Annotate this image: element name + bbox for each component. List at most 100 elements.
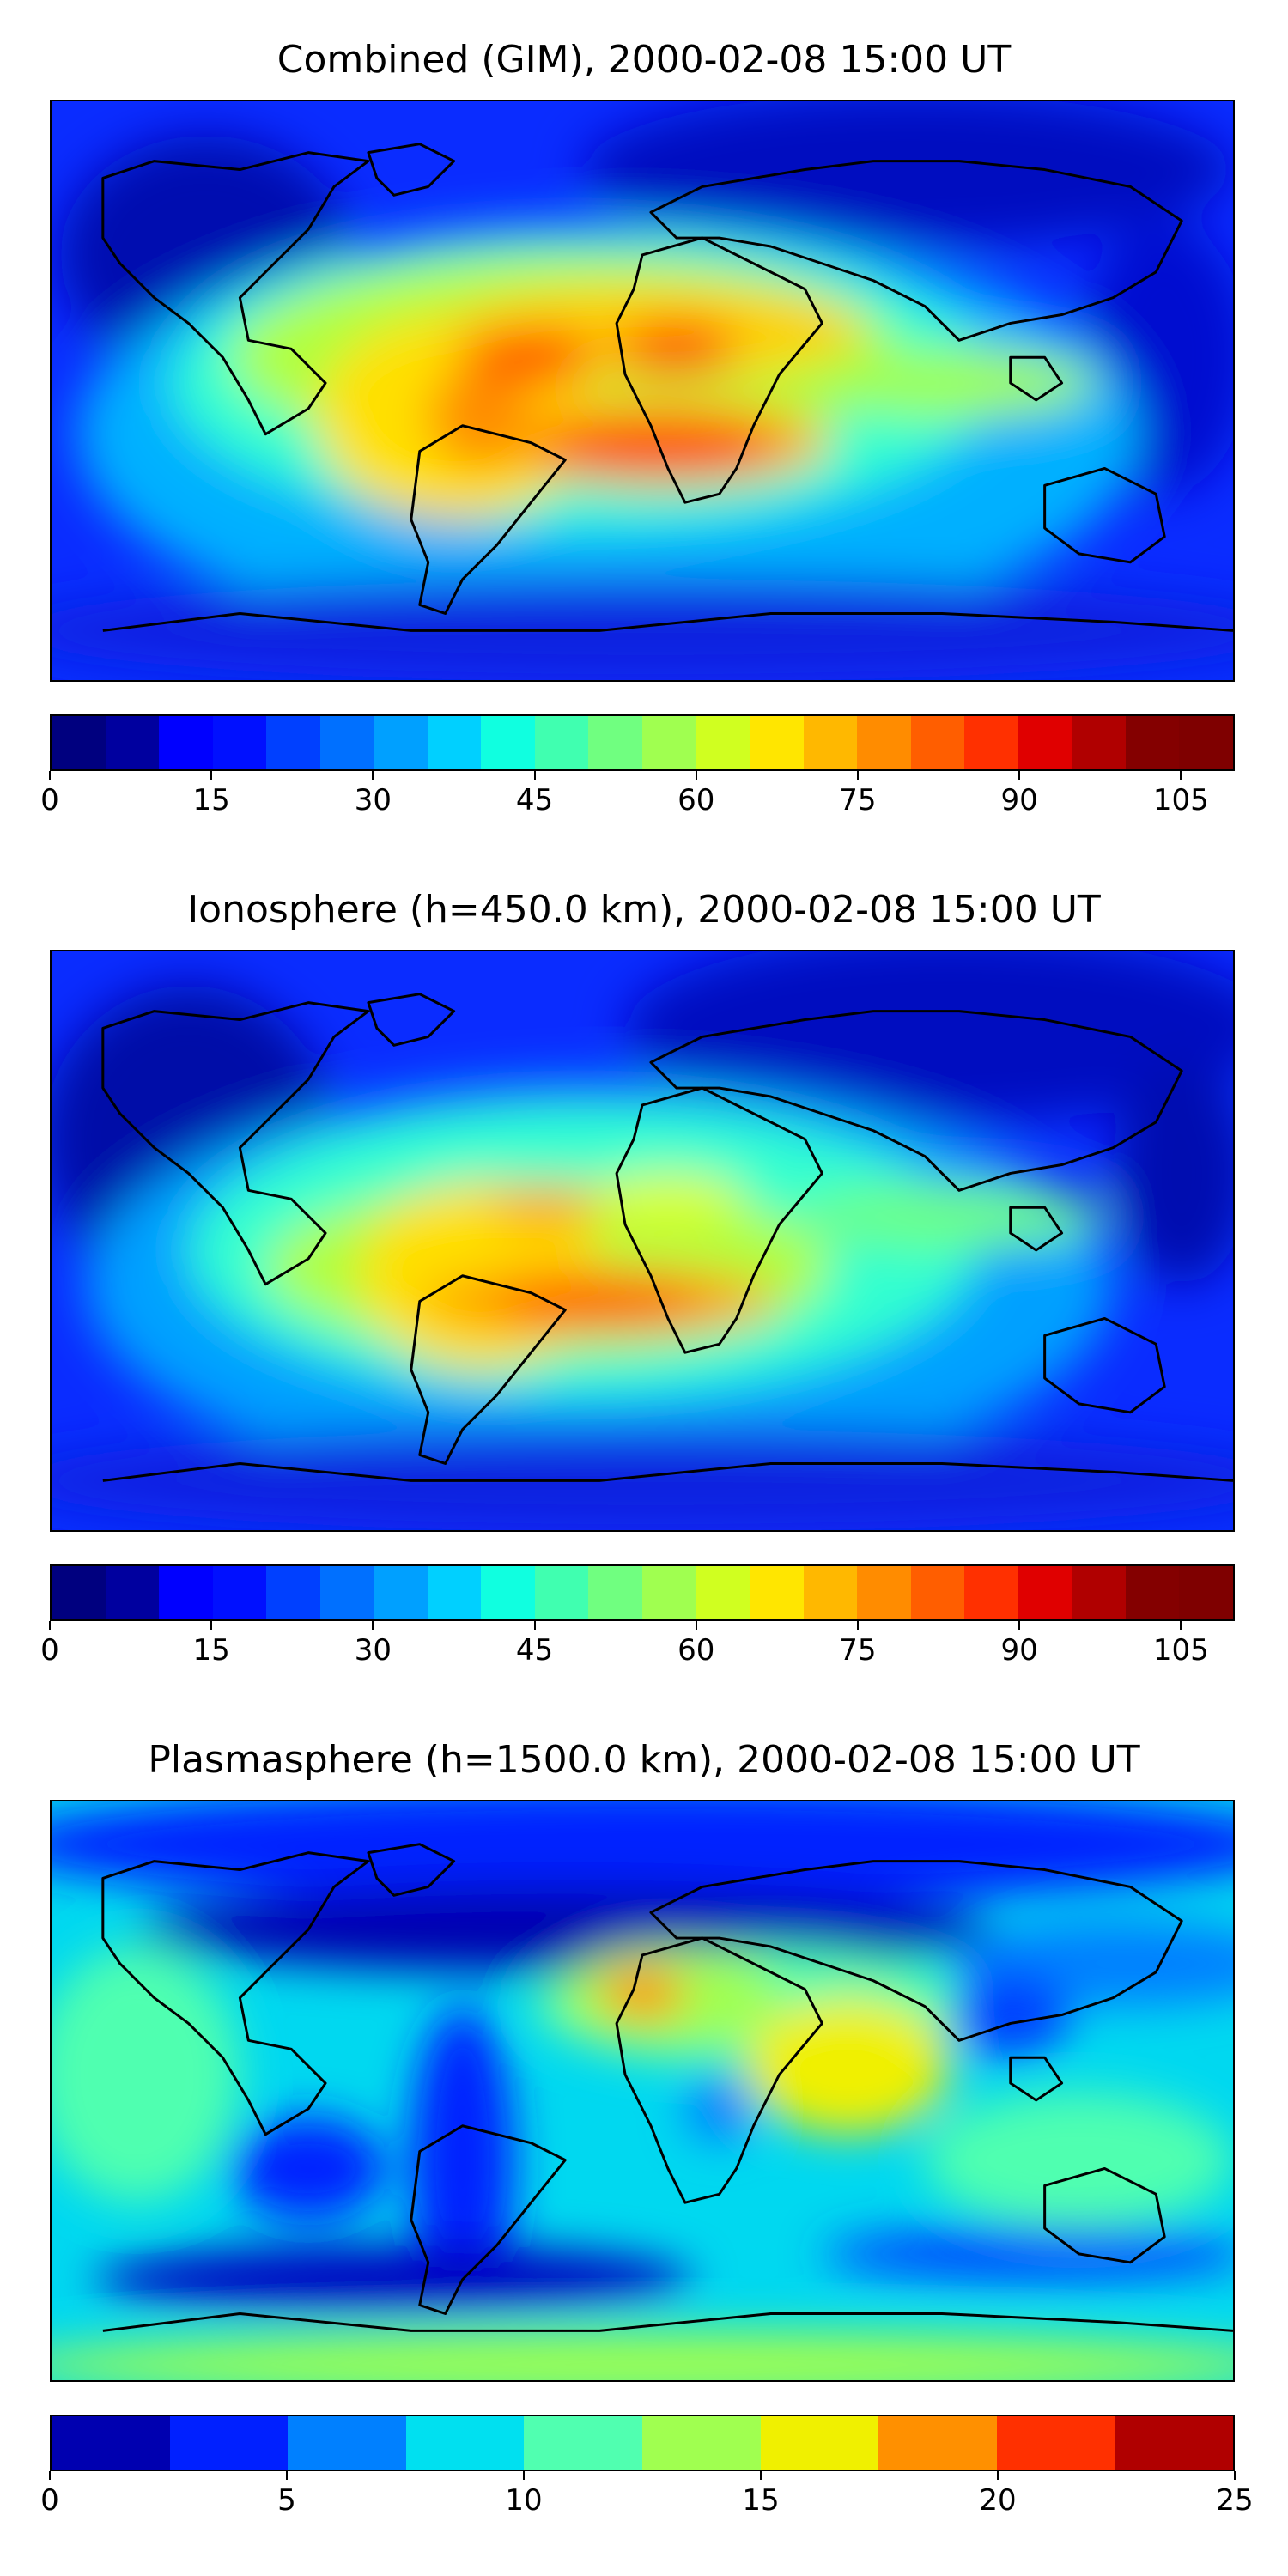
colorbar-segment <box>696 716 750 769</box>
colorbar-segment <box>159 1566 213 1619</box>
colorbar-segment <box>524 2416 642 2470</box>
colorbar-tick-mark <box>372 1621 374 1630</box>
colorbar-segment <box>266 1566 320 1619</box>
coastlines <box>101 143 1233 632</box>
colorbar-segment <box>1179 716 1233 769</box>
map-svg <box>52 101 1233 680</box>
colorbar-ionosphere <box>50 1564 1235 1621</box>
colorbar-tick-mark <box>523 2471 525 2480</box>
colorbar-segment <box>319 1566 374 1619</box>
panel-title: Ionosphere (h=450.0 km), 2000-02-08 15:0… <box>187 888 1101 932</box>
colorbar-segment <box>878 2416 997 2470</box>
colorbar-segment <box>427 716 482 769</box>
colorbar-tick-label: 90 <box>1000 783 1038 817</box>
colorbar-segment <box>964 1566 1018 1619</box>
colorbar-segment <box>374 1566 428 1619</box>
colorbar-segment <box>1018 1566 1072 1619</box>
colorbar-tick-mark <box>49 771 51 780</box>
coastlines <box>101 1843 1233 2332</box>
colorbar-segment <box>642 1566 696 1619</box>
colorbar-tick-label: 15 <box>192 1633 230 1668</box>
colorbar-segment <box>52 1566 106 1619</box>
colorbar-tick-mark <box>1180 1621 1182 1630</box>
colorbar-segment <box>642 716 696 769</box>
colorbar-segment <box>750 716 804 769</box>
colorbar-tick-mark <box>856 1621 859 1630</box>
colorbar-tick-mark <box>533 1621 536 1630</box>
colorbar-segment <box>857 1566 911 1619</box>
colorbar-tick-label: 10 <box>505 2483 543 2518</box>
colorbar-segment <box>1125 716 1180 769</box>
colorbar-tick-mark <box>49 2471 51 2480</box>
coastlines <box>101 993 1233 1482</box>
colorbar-segment <box>750 1566 804 1619</box>
colorbar-tick-mark <box>997 2471 999 2480</box>
colorbar-segment <box>405 2416 525 2470</box>
colorbar-segment <box>534 1566 589 1619</box>
colorbar-segment <box>1125 1566 1180 1619</box>
colorbar-segment <box>212 716 267 769</box>
colorbar-segment <box>910 1566 965 1619</box>
colorbar-segment <box>1018 716 1072 769</box>
colorbar-segment <box>1115 2416 1233 2470</box>
colorbar-segment <box>1179 1566 1233 1619</box>
colorbar-segment <box>964 716 1018 769</box>
colorbar-tick-mark <box>1180 771 1182 780</box>
colorbar-tick-mark <box>1018 771 1021 780</box>
colorbar-tick-label: 0 <box>40 1633 59 1668</box>
panel-title: Combined (GIM), 2000-02-08 15:00 UT <box>276 38 1012 82</box>
colorbar-tick-label: 15 <box>742 2483 780 2518</box>
colorbar-segment <box>588 1566 643 1619</box>
colorbar-tick-mark <box>695 1621 697 1630</box>
colorbar-segment <box>169 2416 289 2470</box>
colorbar-tick-label: 5 <box>277 2483 296 2518</box>
colorbar-tick-label: 45 <box>515 783 554 817</box>
colorbar-tick-mark <box>286 2471 288 2480</box>
colorbar-tick-label: 45 <box>515 1633 554 1668</box>
colorbar-segment <box>803 1566 858 1619</box>
colorbar-segment <box>996 2416 1115 2470</box>
colorbar-tick-mark <box>760 2471 762 2480</box>
colorbar-segment <box>481 1566 535 1619</box>
colorbar-tick-label: 75 <box>839 1633 877 1668</box>
colorbar-ticks-plasmasphere: 0 5 10 15 20 25 <box>40 2471 1254 2523</box>
colorbar-tick-label: 25 <box>1216 2483 1254 2518</box>
colorbar-tick-label: 0 <box>40 783 59 817</box>
colorbar-segment <box>105 1566 160 1619</box>
colorbar-tick-label: 105 <box>1152 1633 1209 1668</box>
colorbar-tick-label: 20 <box>979 2483 1017 2518</box>
colorbar-segment <box>857 716 911 769</box>
map-svg <box>52 1801 1233 2380</box>
colorbar-segment <box>105 716 160 769</box>
colorbar-segment <box>803 716 858 769</box>
colorbar-tick-label: 15 <box>192 783 230 817</box>
colorbar-segment <box>760 2416 879 2470</box>
colorbar-segment <box>212 1566 267 1619</box>
colorbar-segment <box>534 716 589 769</box>
colorbar-tick-label: 60 <box>677 1633 715 1668</box>
colorbar-segment <box>159 716 213 769</box>
colorbar-tick-label: 30 <box>354 1633 392 1668</box>
colorbar-segment <box>319 716 374 769</box>
colorbar-ticks-ionosphere: 0 15 30 45 60 75 90 105 <box>40 1621 1235 1673</box>
colorbar-segment <box>1072 1566 1126 1619</box>
colorbar-tick-mark <box>210 771 213 780</box>
colorbar-tick-mark <box>1018 1621 1021 1630</box>
colorbar-segment <box>52 716 106 769</box>
colorbar-tick-label: 30 <box>354 783 392 817</box>
colorbar-tick-label: 0 <box>40 2483 59 2518</box>
panel-title: Plasmasphere (h=1500.0 km), 2000-02-08 1… <box>148 1738 1140 1782</box>
colorbar-segment <box>427 1566 482 1619</box>
colorbar-tick-label: 90 <box>1000 1633 1038 1668</box>
colorbar-combined <box>50 714 1235 771</box>
colorbar-tick-mark <box>695 771 697 780</box>
colorbar-segment <box>1072 716 1126 769</box>
colorbar-tick-mark <box>49 1621 51 1630</box>
tec-map-plasmasphere <box>50 1800 1235 2382</box>
colorbar-segment <box>641 2416 761 2470</box>
colorbar-ticks-combined: 0 15 30 45 60 75 90 105 <box>40 771 1235 823</box>
map-svg <box>52 951 1233 1530</box>
colorbar-plasmasphere <box>50 2415 1235 2471</box>
colorbar-tick-mark <box>372 771 374 780</box>
colorbar-segment <box>288 2416 406 2470</box>
